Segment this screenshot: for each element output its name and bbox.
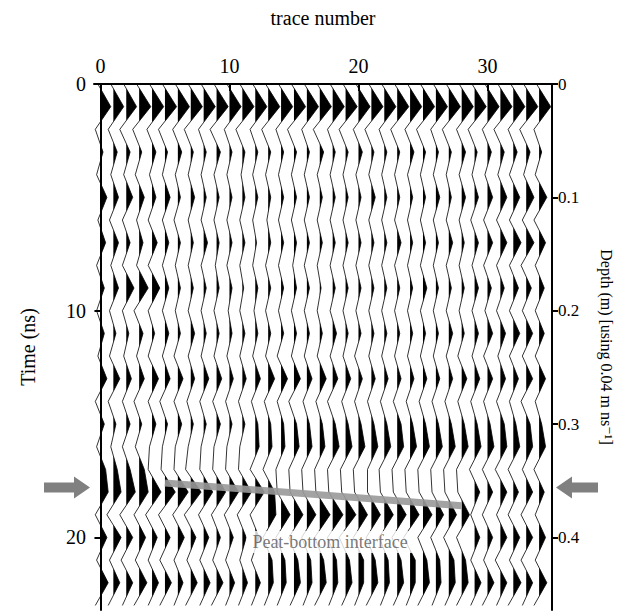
svg-text:0: 0 — [76, 73, 86, 95]
svg-text:10: 10 — [66, 300, 86, 322]
svg-text:trace number: trace number — [271, 7, 376, 29]
svg-text:0.3: 0.3 — [558, 415, 579, 434]
svg-text:0.2: 0.2 — [558, 301, 579, 320]
svg-text:10: 10 — [219, 55, 239, 77]
svg-text:20: 20 — [66, 526, 86, 548]
svg-text:0.4: 0.4 — [558, 528, 580, 547]
svg-text:Peat-bottom interface: Peat-bottom interface — [252, 532, 407, 552]
svg-text:30: 30 — [477, 55, 497, 77]
svg-text:0: 0 — [95, 55, 105, 77]
svg-text:Depth (m) [using 0.04 m ns⁻¹]: Depth (m) [using 0.04 m ns⁻¹] — [597, 249, 615, 444]
svg-text:Time (ns): Time (ns) — [17, 308, 40, 386]
svg-text:0.1: 0.1 — [558, 188, 579, 207]
svg-text:20: 20 — [348, 55, 368, 77]
svg-text:0: 0 — [558, 75, 567, 94]
